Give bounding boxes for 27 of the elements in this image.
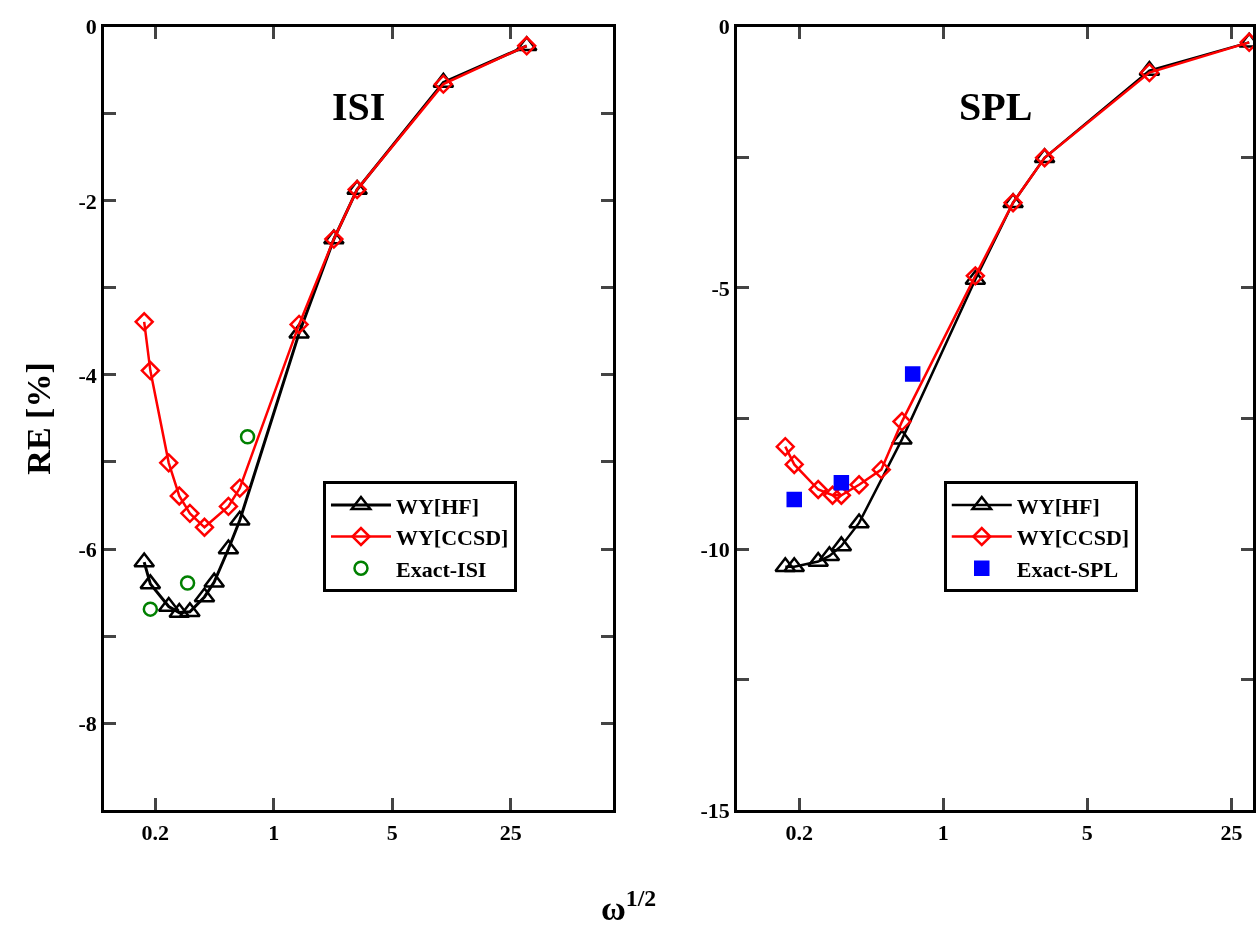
y-tick-label: -5 <box>711 275 730 301</box>
y-tick-label: -6 <box>78 536 97 562</box>
x-tick-label: 1 <box>268 819 280 845</box>
x-tick-label: 25 <box>499 819 522 845</box>
y-tick-label: -2 <box>78 188 97 214</box>
legend-label: Exact-ISI <box>395 556 487 582</box>
y-tick-label: -4 <box>78 362 97 388</box>
legend-label: WY[CCSD] <box>395 525 509 551</box>
x-tick-label: 25 <box>1220 819 1243 845</box>
legend-label: WY[HF] <box>1016 493 1100 519</box>
legend-label: Exact-SPL <box>1016 556 1119 582</box>
x-tick-label: 0.2 <box>785 819 814 845</box>
y-tick-label: 0 <box>718 14 730 40</box>
legend-label: WY[HF] <box>395 493 480 519</box>
legend-label: WY[CCSD] <box>1016 525 1130 551</box>
x-axis-title: ω$^{1/2}$ <box>601 885 657 928</box>
text: ISI <box>332 84 386 129</box>
x-tick-label: 5 <box>1081 819 1093 845</box>
y-tick-label: 0 <box>85 14 97 40</box>
x-tick-label: 1 <box>937 819 949 845</box>
x-tick-label: 5 <box>386 819 398 845</box>
y-tick-label: -8 <box>78 710 97 736</box>
text: SPL <box>959 84 1033 129</box>
x-tick-label: 0.2 <box>141 819 170 845</box>
y-tick-label: -15 <box>700 797 730 823</box>
y-axis-title: RE [%] <box>20 362 58 475</box>
y-tick-label: -10 <box>700 536 730 562</box>
